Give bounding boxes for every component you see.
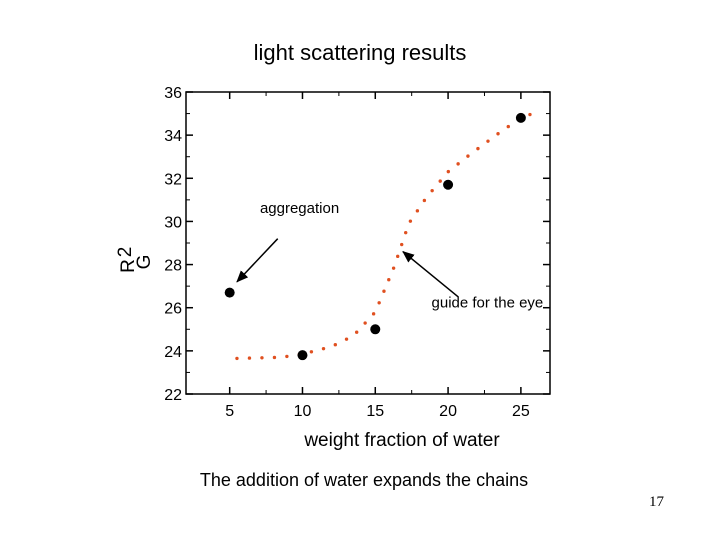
fit-dot <box>309 350 314 354</box>
fit-dot <box>285 354 289 359</box>
fit-dot <box>260 356 264 360</box>
annotation-label: guide for the eye <box>432 295 544 312</box>
page-number: 17 <box>649 494 664 510</box>
fit-dot <box>377 301 381 305</box>
y-tick-label: 36 <box>164 85 182 102</box>
x-tick-label: 15 <box>366 403 384 420</box>
y-tick-label: 30 <box>164 214 182 231</box>
fit-dot <box>476 146 480 151</box>
fit-dot <box>496 132 500 136</box>
fit-curve <box>235 112 532 361</box>
data-point <box>297 350 308 361</box>
fit-dot <box>438 179 442 183</box>
svg-text:G: G <box>134 255 155 270</box>
fit-dot <box>408 219 413 223</box>
y-tick-label: 32 <box>164 171 182 188</box>
y-tick-label: 22 <box>164 387 182 404</box>
fit-dot <box>456 162 460 166</box>
fit-dot <box>400 242 404 247</box>
fit-dot <box>430 188 434 193</box>
fit-dot <box>422 198 427 203</box>
x-axis-label: weight fraction of water <box>303 430 500 451</box>
fit-dot <box>321 346 326 351</box>
y-tick-label: 24 <box>164 344 182 361</box>
fit-dot <box>528 112 532 117</box>
fit-dot <box>391 266 396 270</box>
fit-dot <box>333 343 338 347</box>
annotation-arrow <box>236 238 279 283</box>
y-axis-label-main: R <box>118 259 139 273</box>
fit-dot <box>344 337 349 341</box>
data-points <box>224 112 526 361</box>
axis-ticks: 22 24 26 28 30 32 34 36 5 10 15 20 25 <box>164 85 550 420</box>
annotation-label: aggregation <box>260 200 339 217</box>
slide-caption: The addition of water expands the chains <box>199 470 529 490</box>
fit-dot <box>404 230 408 235</box>
data-point <box>370 324 381 335</box>
fit-dot <box>486 139 490 143</box>
fit-dot <box>387 277 391 282</box>
fit-dot <box>272 355 277 360</box>
svg-text:R: R <box>118 259 139 273</box>
x-tick-label: 10 <box>294 403 312 420</box>
fit-dot <box>506 124 510 129</box>
fit-dot <box>354 330 359 334</box>
fit-dot <box>247 356 252 360</box>
data-point <box>515 112 526 123</box>
y-axis-label-sup: 2 <box>115 247 136 258</box>
fit-dot <box>466 154 470 158</box>
y-axis-label: R G 2 <box>115 247 155 273</box>
y-axis-label-sub: G <box>134 255 155 270</box>
fit-dot <box>446 169 451 174</box>
fit-dot <box>235 356 239 361</box>
x-tick-label: 5 <box>225 403 234 420</box>
y-tick-label: 28 <box>164 258 182 275</box>
annotation-arrow <box>402 250 459 298</box>
plot-frame <box>185 91 551 395</box>
data-point <box>224 287 235 298</box>
data-point <box>443 179 454 190</box>
y-tick-label: 34 <box>164 128 182 145</box>
fit-dot <box>371 312 376 316</box>
svg-text:2: 2 <box>115 247 136 258</box>
annotations: aggregation guide for the eye <box>236 200 544 312</box>
fit-dot <box>415 209 420 213</box>
x-tick-label: 20 <box>439 403 457 420</box>
x-tick-label: 25 <box>512 403 530 420</box>
page-title: light scattering results <box>253 40 467 65</box>
y-tick-label: 26 <box>164 301 182 318</box>
fit-dot <box>396 254 400 259</box>
fit-dot <box>363 321 367 325</box>
fit-dot <box>382 289 386 293</box>
